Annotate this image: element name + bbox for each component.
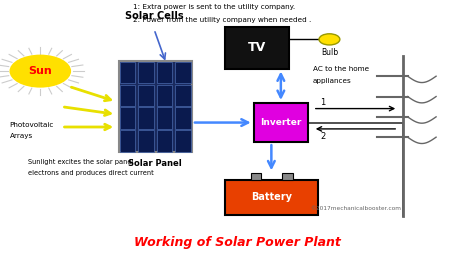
Text: Sun: Sun: [28, 66, 52, 76]
Text: Inverter: Inverter: [260, 118, 301, 127]
Text: Sunlight excites the solar panel: Sunlight excites the solar panel: [28, 159, 134, 165]
Bar: [120, 130, 136, 152]
Bar: [254, 103, 308, 142]
Text: Bulb: Bulb: [321, 47, 338, 57]
Text: Solar Panel: Solar Panel: [128, 159, 182, 168]
Bar: [138, 130, 154, 152]
Text: 1: 1: [320, 98, 325, 107]
Bar: [175, 130, 191, 152]
Text: electrons and produces direct current: electrons and produces direct current: [28, 170, 154, 176]
Text: 1: Extra power is sent to the utility company.: 1: Extra power is sent to the utility co…: [133, 4, 295, 10]
Text: 2: Power from the utility company when needed .: 2: Power from the utility company when n…: [133, 17, 311, 23]
Circle shape: [319, 34, 340, 45]
Bar: [120, 62, 136, 83]
Bar: [175, 62, 191, 83]
Text: appliances: appliances: [313, 77, 352, 84]
Bar: [283, 173, 293, 180]
Bar: [120, 85, 136, 106]
Text: 2: 2: [320, 132, 325, 141]
Bar: [120, 107, 136, 129]
Bar: [138, 85, 154, 106]
Text: Battery: Battery: [251, 193, 292, 202]
Bar: [156, 130, 172, 152]
Text: Arrays: Arrays: [9, 133, 33, 139]
Text: Solar Cells: Solar Cells: [125, 11, 183, 21]
Bar: [118, 61, 192, 152]
Text: TV: TV: [248, 41, 266, 54]
Bar: [225, 27, 289, 69]
Bar: [156, 62, 172, 83]
Bar: [175, 107, 191, 129]
Bar: [175, 85, 191, 106]
Text: Photovoltaic: Photovoltaic: [9, 122, 54, 128]
Bar: [138, 62, 154, 83]
Text: ©2017mechanicalbooster.com: ©2017mechanicalbooster.com: [310, 205, 401, 211]
Text: Working of Solar Power Plant: Working of Solar Power Plant: [134, 236, 340, 249]
Bar: [225, 180, 318, 215]
Bar: [156, 107, 172, 129]
Text: AC to the home: AC to the home: [313, 66, 369, 72]
Bar: [138, 107, 154, 129]
Circle shape: [9, 55, 71, 88]
Bar: [251, 173, 262, 180]
Bar: [156, 85, 172, 106]
